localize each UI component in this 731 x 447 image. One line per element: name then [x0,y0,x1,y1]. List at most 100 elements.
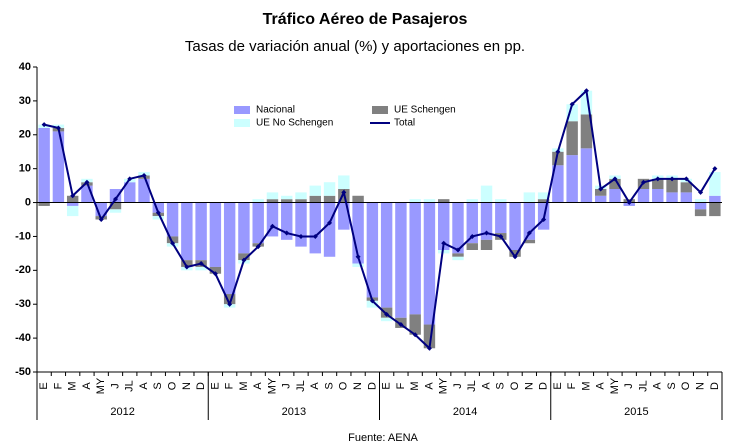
x-tick-label: O [166,381,178,390]
y-tick-label: 30 [19,95,31,107]
bar-segment [537,199,550,203]
bar-segment [594,189,607,196]
line-marker [669,176,675,182]
bar-segment [694,202,707,210]
x-tick-label: F [566,382,578,389]
bar-segment [309,195,321,203]
line-marker [526,230,532,236]
bar-segment [352,202,364,264]
x-tick-label: JL [295,380,307,392]
y-tick-label: -40 [15,332,31,344]
year-label: 2012 [110,406,134,418]
bar-segment [395,202,407,318]
bar-segment [223,202,236,295]
line-marker [170,240,176,246]
line-marker [512,254,518,260]
bar-segment [709,195,721,203]
bar-segment [281,202,293,240]
bar-segment [409,202,421,315]
line-marker [555,149,561,155]
x-tick-label: O [509,381,521,390]
line-marker [41,122,47,128]
bar-segment [423,202,436,325]
bar-segment [309,185,321,196]
x-tick-label: N [352,382,364,390]
x-tick-label: A [252,382,264,390]
x-tick-label: A [480,382,492,390]
bar-segment [138,178,150,203]
bar-segment [281,199,293,203]
legend-label: Total [394,118,415,129]
x-tick-label: F [52,382,64,389]
bar-segment [366,202,379,298]
line-marker [569,101,575,107]
bar-segment [109,189,122,203]
bar-segment [523,239,536,244]
legend-label: Nacional [256,105,295,116]
year-label: 2014 [453,406,477,418]
line-marker [327,220,333,226]
x-tick-label: M [580,381,592,390]
bar-segment [52,131,65,203]
bar-segment [66,195,79,203]
bar-segment [552,151,564,166]
bar-segment [166,202,179,237]
bar-segment [438,199,450,203]
bar-segment [609,178,621,189]
bar-segment [323,195,336,203]
bar-segment [352,263,364,267]
bar-segment [495,199,507,203]
line-marker [112,196,118,202]
bar-segment [566,155,578,203]
line-marker [626,200,632,206]
chart-subtitle: Tasas de variación anual (%) y aportacio… [185,38,525,55]
bar-segment [452,253,464,257]
y-tick-label: 10 [19,163,31,175]
line-marker [298,233,304,239]
line-marker [655,176,661,182]
line-marker [541,217,547,222]
bar-segment [680,182,693,193]
x-tick-label: JL [466,380,478,392]
y-tick-label: 40 [19,61,31,73]
x-tick-label: N [181,382,193,390]
bar-segment [195,266,207,271]
x-tick-label: A [595,382,607,390]
bar-segment [480,239,493,250]
x-tick-label: E [552,382,564,389]
line-marker [341,189,347,195]
x-tick-label: N [695,382,707,390]
bar-segment [409,199,421,203]
x-tick-label: D [709,382,721,390]
bar-segment [38,128,50,203]
bar-segment [594,195,607,203]
bar-segment [552,165,564,203]
bar-segment [238,202,250,254]
chart-title: Tráfico Aéreo de Pasajeros [263,11,468,28]
bar-segment [338,175,350,189]
bar-segment [580,114,593,149]
x-tick-label: O [338,381,350,390]
line-marker [641,179,647,185]
x-tick-label: S [323,382,335,389]
line-marker [612,176,618,182]
bar-segment [438,250,450,254]
bar-segment [495,202,507,234]
bar-segment [423,324,436,349]
line-marker [241,257,247,263]
x-tick-label: J [623,383,635,389]
x-tick-label: E [381,382,393,389]
line-marker [426,345,432,351]
bar-segment [166,236,179,244]
line-marker [412,332,418,338]
x-tick-label: F [395,382,407,389]
line-marker [284,230,290,236]
x-tick-label: E [209,382,221,389]
line-marker [484,230,490,236]
bar-segment [666,192,678,203]
x-tick-label: D [195,382,207,390]
legend-swatch [372,106,388,114]
x-tick-label: A [138,382,150,390]
bar-segment [109,209,122,213]
x-tick-label: MY [438,377,450,394]
